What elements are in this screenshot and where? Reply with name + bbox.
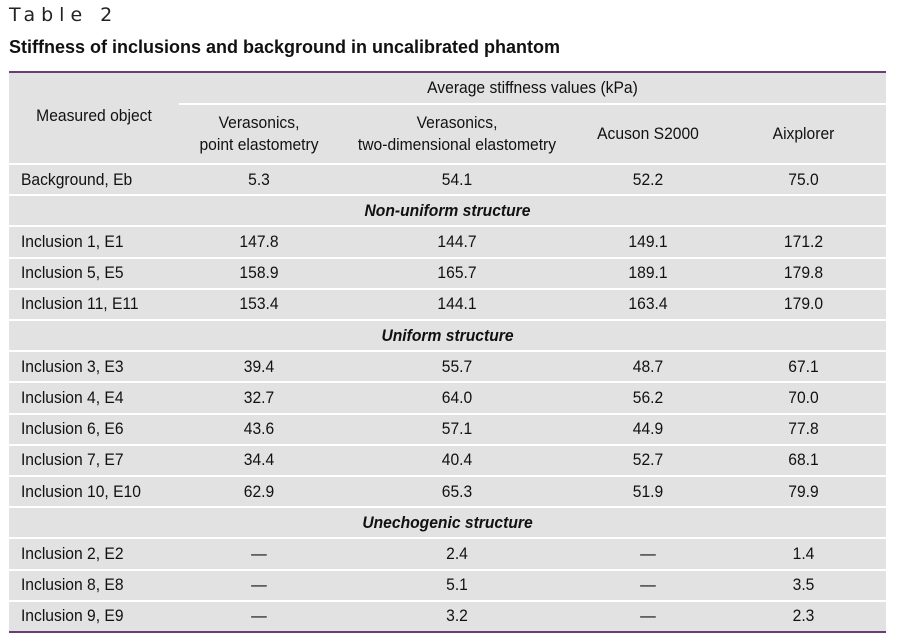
table-cell: 52.2 [632, 169, 664, 189]
row-label: Inclusion 1, E1 [20, 231, 124, 251]
row-separator [9, 443, 886, 446]
header-average-stiffness: Average stiffness values (kPa) [427, 78, 638, 97]
table-cell: 149.1 [628, 231, 668, 251]
row-label: Inclusion 9, E9 [20, 606, 124, 626]
table-bottom-rule [9, 631, 886, 633]
row-label: Inclusion 11, E11 [20, 294, 139, 314]
row-separator [9, 568, 886, 571]
row-separator [9, 319, 886, 321]
header-column-line: Verasonics, [416, 113, 498, 132]
table-cell: 62.9 [243, 481, 275, 501]
row-label: Inclusion 6, E6 [20, 419, 124, 439]
row-separator [9, 350, 886, 353]
table-cell: 144.7 [437, 231, 477, 251]
row-label: Inclusion 10, E10 [20, 481, 141, 501]
table-cell: 44.9 [632, 419, 664, 439]
table-cell: — [251, 575, 267, 595]
table-cell: 3.2 [446, 606, 468, 626]
table-cell: 57.1 [441, 419, 473, 439]
table-cell: 48.7 [632, 356, 664, 376]
table-cell: 55.7 [441, 356, 473, 376]
table-cell: 144.1 [437, 294, 477, 314]
header-column-line: point elastometry [199, 135, 319, 154]
header-column-1: Verasonics, point elastometry [185, 105, 332, 163]
table-cell: 179.8 [783, 263, 824, 283]
section-header: Unechogenic structure [362, 512, 533, 532]
table-cell: — [251, 543, 267, 563]
table-cell: 5.1 [446, 575, 468, 595]
table-cell: 40.4 [441, 450, 473, 470]
row-label: Inclusion 7, E7 [20, 450, 124, 470]
header-column-line: Verasonics, [218, 113, 300, 132]
table-cell: 2.4 [446, 543, 468, 563]
table-cell: 56.2 [632, 387, 664, 407]
table-cell: 52.7 [632, 450, 664, 470]
row-separator [9, 599, 886, 602]
row-label: Background, Eb [20, 169, 133, 189]
row-label: Inclusion 2, E2 [20, 543, 124, 563]
row-separator [9, 225, 886, 228]
row-separator [9, 194, 886, 197]
row-separator [9, 287, 886, 290]
table-cell: 51.9 [632, 481, 664, 501]
row-separator [9, 537, 886, 540]
table-cell: 39.4 [243, 356, 275, 376]
table-cell: 3.5 [792, 575, 815, 595]
table-cell: 2.3 [792, 606, 815, 626]
row-label: Inclusion 3, E3 [20, 356, 124, 376]
table-cell: 179.0 [783, 294, 824, 314]
table-cell: 77.8 [788, 419, 819, 439]
table-cell: 79.9 [788, 481, 819, 501]
table-cell: — [640, 575, 656, 595]
table-cell: 165.7 [437, 263, 477, 283]
table-cell: 153.4 [239, 294, 279, 314]
table-cell: 34.4 [243, 450, 275, 470]
table-cell: 189.1 [628, 263, 668, 283]
row-separator [9, 163, 886, 165]
table-cell: 70.0 [788, 387, 819, 407]
table-cell: — [251, 606, 267, 626]
table-cell: 65.3 [441, 481, 473, 501]
row-label: Inclusion 4, E4 [20, 387, 124, 407]
table-cell: 54.1 [441, 169, 473, 189]
header-column-3: Acuson S2000 [581, 105, 715, 163]
row-label: Inclusion 8, E8 [20, 575, 124, 595]
row-separator [9, 412, 886, 415]
section-header: Non-uniform structure [364, 200, 531, 220]
header-column-4: Aixplorer [728, 105, 880, 163]
table-cell: 67.1 [788, 356, 819, 376]
row-separator [179, 103, 886, 105]
table-cell: 163.4 [628, 294, 668, 314]
header-column-line: two-dimensional elastometry [357, 135, 557, 154]
table-cell: 43.6 [243, 419, 275, 439]
table-cell: 68.1 [788, 450, 819, 470]
table-caption: Stiffness of inclusions and background i… [9, 37, 561, 57]
table-cell: — [640, 543, 656, 563]
stiffness-table: Measured object Average stiffness values … [9, 73, 886, 631]
row-label: Inclusion 5, E5 [20, 263, 124, 283]
table-cell: 64.0 [441, 387, 473, 407]
header-column-line: Aixplorer [772, 124, 835, 143]
table-number: Table 2 [9, 4, 119, 26]
table-cell: 32.7 [243, 387, 275, 407]
section-header: Uniform structure [381, 325, 514, 345]
table-cell: 75.0 [788, 169, 819, 189]
table-top-rule [9, 71, 886, 73]
row-separator [9, 475, 886, 477]
row-separator [9, 506, 886, 509]
table-cell: 171.2 [783, 231, 824, 251]
row-separator [9, 256, 886, 259]
header-column-2: Verasonics, two-dimensional elastometry [348, 105, 565, 163]
header-column-line: Acuson S2000 [597, 124, 699, 143]
table-cell: 5.3 [248, 169, 270, 189]
table-cell: — [640, 606, 656, 626]
header-measured-object: Measured object [36, 106, 152, 125]
table-cell: 158.9 [239, 263, 279, 283]
row-separator [9, 381, 886, 384]
table-cell: 1.4 [792, 543, 815, 563]
table-cell: 147.8 [239, 231, 279, 251]
